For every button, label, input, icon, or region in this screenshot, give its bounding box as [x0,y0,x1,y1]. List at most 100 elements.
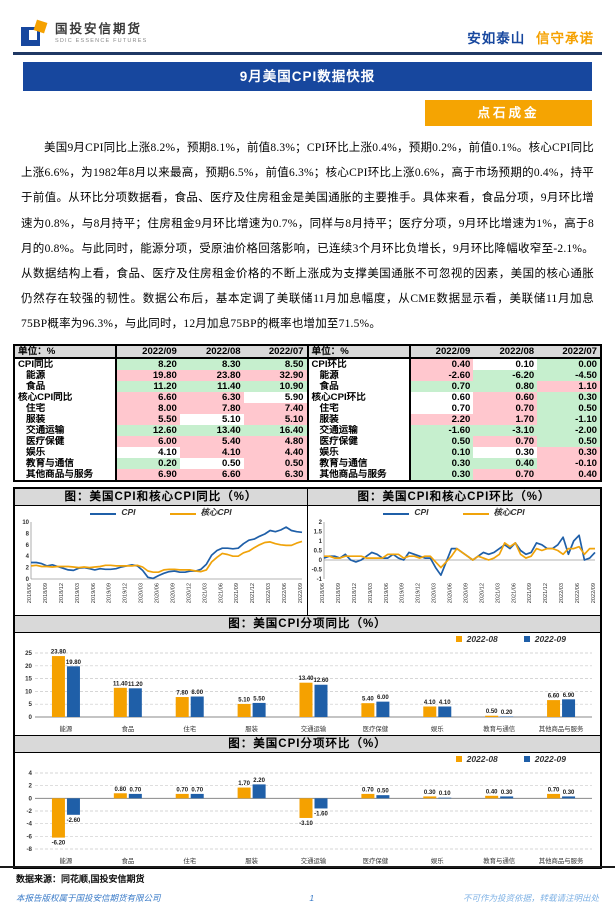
bar-value-label: 23.80 [51,649,67,655]
table-cell: -2.00 [537,424,601,436]
unit-label: 单位：% [15,345,117,359]
legend-item: 2022-09 [523,634,566,644]
logo-white-notch [29,30,37,40]
report-title-banner: 9月美国CPI数据快报 [23,62,592,91]
category-label: 能源 [60,856,73,865]
table-cell: -3.10 [473,424,538,436]
x-tick-label: 2019/12 [416,583,422,603]
table-cell: 32.90 [243,369,308,381]
yoy-table-container: 单位：% 2022/09 2022/08 2022/07 CPI同比 8.20 8.30 8.… [15,345,309,480]
legend-label: 核心CPI [200,507,232,518]
table-cell: 11.20 [116,380,180,392]
table-row: 能源 19.80 23.80 32.90 [15,369,308,381]
category-label: 娱乐 [431,724,444,733]
cpi-data-table: 单位：% 2022/09 2022/08 2022/07 CPI环比 0.40 0.10 0.… [308,345,602,480]
table-cell: 8.20 [116,357,180,370]
y-tick-label: 2 [319,520,323,526]
y-tick-label: 0 [29,714,33,721]
bar [438,797,452,798]
slogan-left: 安如泰山 [467,31,526,46]
x-tick-label: 2020/06 [448,583,454,603]
row-label: 核心CPI同比 [15,391,117,403]
cpi-yoy-chart-legend: CPI 核心CPI [15,506,307,519]
y-tick-label: 15 [25,675,32,682]
category-label: 交通运输 [301,856,327,865]
table-cell: 0.70 [473,468,538,480]
table-cell: 0.70 [473,402,538,414]
bar [66,665,80,717]
bar-value-label: 0.70 [548,787,560,793]
table-cell: 10.90 [243,380,308,392]
cpi-mom-chart-title: 图：美国CPI和核心CPI环比（%） [308,488,600,506]
brand-name-cn: 国投安信期货 [55,21,143,36]
table-row: 住宅 8.00 7.80 7.40 [15,402,308,414]
table-row: 服装 2.20 1.70 -1.10 [308,413,601,425]
golden-badge: 点石成金 [425,100,592,126]
page-number: 1 [309,892,315,903]
x-tick-label: 2018/06 [320,583,326,603]
x-tick-label: 2019/03 [368,583,374,603]
x-tick-label: 2019/12 [123,583,129,603]
table-cell: 0.30 [537,391,601,403]
x-tick-label: 2018/09 [43,583,49,603]
bar [500,796,514,798]
table-row: 交通运输 -1.60 -3.10 -2.00 [308,424,601,436]
bar-value-label: 0.40 [486,789,498,795]
slogan-right: 信守承诺 [536,31,594,46]
page-footer: 本报告版权属于国投安信期货有限公司 1 不可作为投资依据，转载请注明出处 [16,892,599,904]
cpi-mom-line-chart: -1 -0.5 0 0.5 1 1.5 2 2018/06 2018/09 2018/12 2019… [308,519,600,615]
table-row: 核心CPI环比 0.60 0.60 0.30 [308,391,601,403]
bar [438,706,452,717]
x-tick-label: 2022/03 [266,583,272,603]
row-label: 食品 [308,380,411,392]
bar-value-label: 5.50 [253,696,265,702]
table-cell: 5.40 [179,435,244,447]
bar-value-label: 0.70 [191,787,203,793]
bar-value-label: 5.10 [238,697,250,703]
x-tick-label: 2021/12 [250,583,256,603]
category-label: 食品 [121,724,134,733]
table-row: 食品 11.20 11.40 10.90 [15,380,308,392]
table-cell: 0.10 [409,446,474,458]
bar [547,793,561,798]
legend-item: 核心CPI [462,506,525,518]
bar [361,702,375,717]
x-tick-label: 2022/09 [298,583,304,603]
bar-value-label: 0.30 [501,790,513,796]
bar-value-label: 0.80 [114,786,126,792]
company-slogan: 安如泰山 信守承诺 [467,27,594,47]
bar [128,687,142,717]
table-cell: 0.20 [116,457,180,469]
row-label: 食品 [15,380,117,392]
table-cell: 12.60 [116,424,180,436]
line-chart-svg: 0 2 4 6 8 10 2018/06 2018/09 2018/12 2019/03 2019/… [22,520,304,603]
legend-label: 2022-08 [466,634,498,645]
bar [113,687,127,717]
bar-value-label: 11.20 [128,681,143,687]
table-cell: 1.10 [537,380,601,392]
legend-label: 2022-08 [466,754,498,765]
y-tick-label: -0.5 [312,567,323,573]
x-tick-label: 2021/06 [511,583,517,603]
row-label: 能源 [15,369,117,381]
table-row: 其他商品与服务 0.30 0.70 0.40 [308,468,601,480]
y-tick-label: 20 [25,662,32,669]
bar-value-label: 6.60 [548,693,560,699]
x-tick-label: 2021/12 [543,583,549,603]
row-label: 交通运输 [308,424,411,436]
table-cell: 0.00 [537,357,601,370]
x-tick-label: 2019/09 [107,583,113,603]
page-header: 国投安信期货 SDIC ESSENCE FUTURES 安如泰山 信守承诺 [13,19,602,47]
y-tick-label: 0 [26,577,30,583]
y-tick-label: 8 [26,531,30,537]
y-tick-label: -6 [26,833,32,840]
bar-value-label: 0.30 [563,790,575,796]
bar-value-label: 19.80 [66,659,82,665]
x-tick-label: 2021/06 [218,583,224,603]
bar-value-label: 13.40 [298,676,314,682]
column-header: 2022/09 [409,345,474,359]
table-row: 服装 5.50 5.10 5.10 [15,413,308,425]
data-source-note: 数据来源：同花顺,国投安信期货 [16,873,145,884]
mom-components-chart-legend: 2022-08 2022-09 [15,753,600,766]
category-label: 食品 [121,856,134,865]
